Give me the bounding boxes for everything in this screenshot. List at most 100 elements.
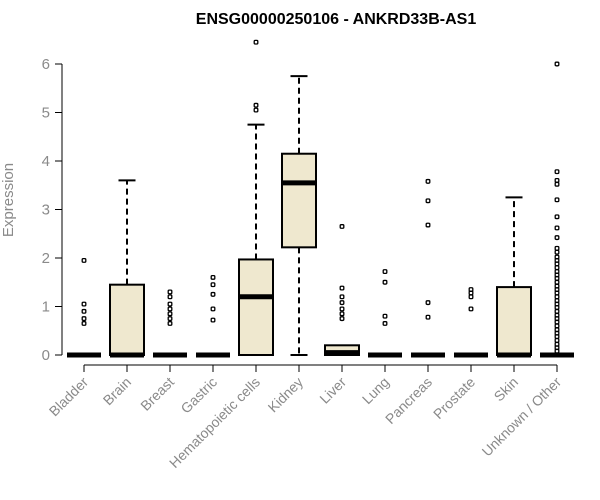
box-11-outlier-16 [554,275,560,281]
box-3 [196,274,230,358]
box-6-outlier-3 [339,300,345,306]
y-axis: 0 1 2 3 4 5 6 [42,56,63,364]
box-2-outlier-1 [167,294,173,300]
box-3-outlier-3 [210,306,216,312]
box-8-outlier-4 [425,314,431,320]
box-0-outlier-1 [81,301,87,307]
box-8-outlier-3 [425,300,431,306]
box-0-outlier-2 [81,308,87,314]
box-2-outlier-4 [167,311,173,317]
box-7-outlier-3 [382,321,388,326]
box-3-outlier-1 [210,282,216,288]
box-6-outlier-4 [339,306,345,312]
box-11-outlier-13 [554,265,560,271]
x-tick-label-6: Liver [316,374,349,407]
x-tick-label-3: Gastric [177,374,220,417]
x-tick-label-5: Kidney [265,374,307,416]
box-11-outlier-20 [554,290,560,296]
x-tick-label-1: Brain [100,374,134,408]
y-tick-label-2: 2 [42,250,50,267]
y-tick-label-6: 6 [42,56,50,73]
box-7-outlier-1 [382,279,388,285]
box-11-outlier-3 [554,181,560,187]
box-11-outlier-0 [554,61,560,67]
box-4-body [238,258,274,356]
box-9-outlier-3 [468,306,474,312]
box-11-outlier-32 [554,334,560,340]
y-tick-label-1: 1 [42,299,50,316]
y-tick-label-4: 4 [42,153,50,170]
box-2-outlier-5 [167,316,173,322]
x-tick-label-8: Pancreas [382,374,435,427]
box-7-outlier-2 [382,313,388,319]
x-tick-label-7: Lung [359,374,392,407]
box-6-outlier-6 [339,316,345,322]
box-9 [454,287,488,358]
box-9-outlier-2 [468,294,474,300]
box-11 [540,61,574,358]
box-2-outlier-6 [167,321,173,326]
box-11-outlier-29 [554,323,560,329]
box-1 [109,179,145,358]
y-tick-label-0: 0 [42,347,50,364]
box-6-outlier-5 [339,311,345,317]
box-4 [238,39,274,356]
box-11-outlier-24 [554,305,560,310]
box-7 [368,269,402,358]
box-11-outlier-8 [554,245,560,251]
box-8-outlier-2 [425,222,431,228]
box-8-outlier-0 [425,178,431,184]
box-11-outlier-5 [554,214,560,220]
box-11-outlier-4 [554,197,560,203]
box-0-outlier-3 [81,316,87,322]
box-4-outlier-0 [253,39,259,45]
box-11-outlier-9 [554,249,560,255]
chart-title: ENSG00000250106 - ANKRD33B-AS1 [196,11,477,28]
box-10-body [496,286,532,357]
box-5 [281,75,317,356]
y-tick-label-3: 3 [42,202,50,219]
box-7-outlier-0 [382,269,388,275]
box-10 [496,196,532,358]
box-6-outlier-2 [339,294,345,300]
box-8-outlier-1 [425,198,431,204]
box-2-outlier-0 [167,289,173,295]
x-tick-label-10: Skin [491,374,522,405]
x-tick-label-9: Prostate [430,374,478,422]
y-axis-label: Expression [0,163,17,237]
box-11-outlier-33 [554,337,560,343]
box-0-outlier-4 [81,321,87,326]
box-6-outlier-0 [339,224,345,229]
box-11-outlier-1 [554,169,560,175]
box-3-outlier-0 [210,274,216,280]
box-0 [67,257,101,358]
box-5-body [281,152,317,249]
box-2-outlier-2 [167,301,173,307]
box-6 [324,224,360,356]
box-1-body [109,283,145,356]
x-tick-label-0: Bladder [46,374,92,420]
boxes-layer [67,39,574,358]
x-tick-label-11: Unknown / Other [479,374,565,460]
box-11-outlier-6 [554,225,560,231]
box-9-outlier-1 [468,290,474,296]
box-11-outlier-17 [554,279,560,285]
box-3-outlier-4 [210,317,216,323]
box-11-outlier-25 [554,308,560,314]
box-2-outlier-3 [167,306,173,312]
y-tick-label-5: 5 [42,105,50,122]
box-3-outlier-2 [210,291,216,297]
box-11-outlier-2 [554,177,560,183]
box-2 [153,289,187,358]
x-tick-label-2: Breast [137,374,177,414]
box-11-outlier-12 [554,261,560,267]
box-0-outlier-0 [81,257,87,263]
box-4-outlier-2 [253,107,259,113]
box-8 [411,178,445,358]
box-6-outlier-1 [339,285,345,291]
box-11-outlier-7 [554,235,560,241]
box-11-outlier-28 [554,319,560,325]
box-4-outlier-1 [253,102,259,108]
